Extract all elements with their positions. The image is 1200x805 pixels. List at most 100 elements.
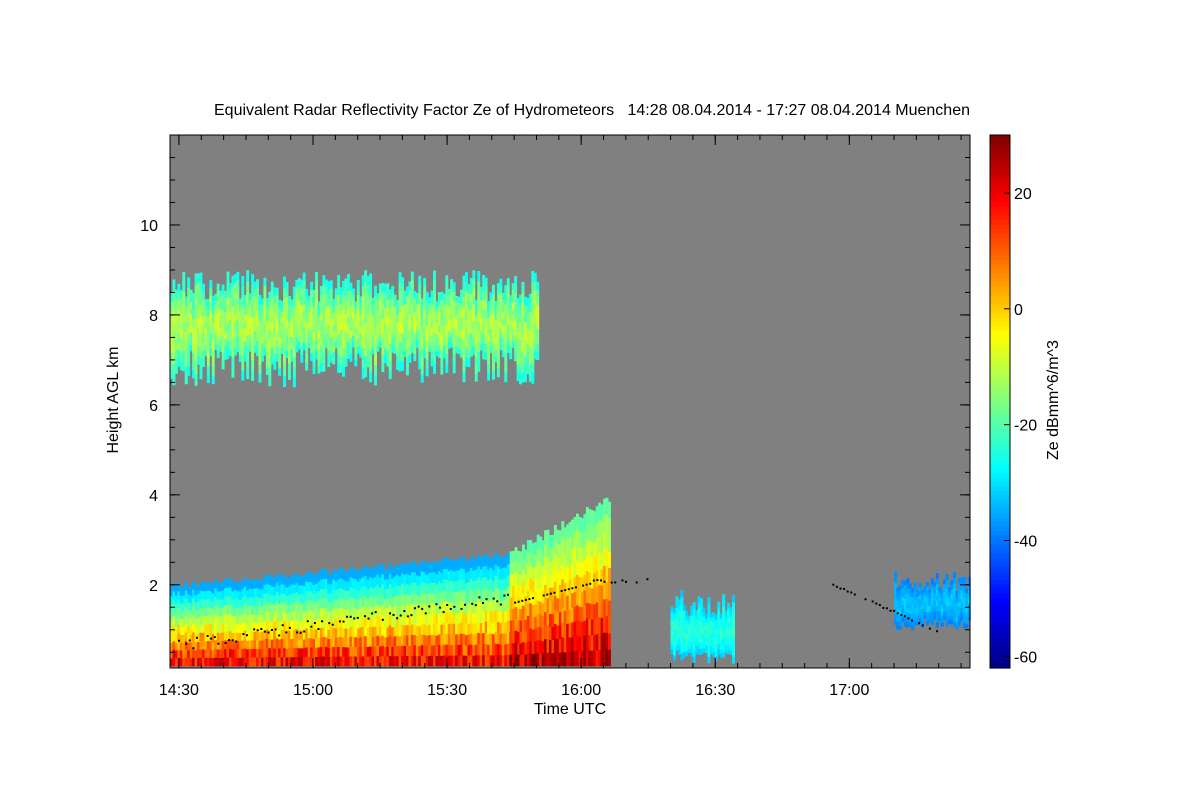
reflectivity-cell — [528, 355, 532, 365]
reflectivity-cell — [339, 338, 343, 348]
reflectivity-cell — [692, 650, 696, 657]
reflectivity-cell — [275, 647, 279, 657]
reflectivity-cell — [464, 655, 468, 667]
reflectivity-cell — [170, 588, 173, 597]
reflectivity-cell — [204, 304, 208, 311]
reflectivity-cell — [319, 608, 323, 619]
reflectivity-cell — [177, 349, 181, 359]
reflectivity-cell — [583, 559, 587, 576]
reflectivity-cell — [209, 287, 213, 296]
reflectivity-cell — [428, 634, 432, 646]
reflectivity-cell — [960, 594, 964, 600]
reflectivity-cell — [598, 551, 602, 569]
cloud-base-dot — [371, 612, 374, 615]
reflectivity-cell — [297, 313, 301, 322]
reflectivity-cell — [477, 321, 481, 332]
reflectivity-cell — [600, 633, 604, 651]
reflectivity-cell — [489, 292, 493, 299]
reflectivity-cell — [258, 312, 262, 322]
reflectivity-cell — [346, 307, 350, 317]
reflectivity-cell — [474, 348, 478, 358]
reflectivity-cell — [359, 569, 363, 580]
reflectivity-cell — [307, 342, 311, 349]
reflectivity-cell — [361, 337, 365, 349]
reflectivity-cell — [226, 630, 230, 641]
reflectivity-cell — [712, 616, 716, 622]
reflectivity-cell — [898, 589, 902, 595]
reflectivity-cell — [253, 657, 257, 667]
reflectivity-cell — [270, 339, 274, 348]
reflectivity-cell — [494, 598, 498, 610]
reflectivity-cell — [413, 339, 417, 348]
reflectivity-cell — [383, 339, 387, 348]
reflectivity-cell — [408, 625, 412, 636]
reflectivity-cell — [418, 340, 422, 351]
reflectivity-cell — [442, 600, 446, 613]
reflectivity-cell — [174, 610, 178, 620]
reflectivity-cell — [442, 644, 446, 656]
colorbar-segment — [990, 610, 1010, 616]
reflectivity-cell — [292, 629, 296, 640]
colorbar-segment — [990, 277, 1010, 283]
reflectivity-cell — [531, 338, 535, 351]
reflectivity-cell — [450, 279, 454, 287]
reflectivity-cell — [903, 580, 907, 586]
reflectivity-cell — [273, 303, 277, 313]
reflectivity-cell — [374, 345, 377, 356]
reflectivity-cell — [945, 600, 949, 606]
reflectivity-cell — [533, 350, 537, 360]
reflectivity-cell — [366, 294, 370, 304]
reflectivity-cell — [177, 333, 181, 343]
reflectivity-cell — [344, 287, 348, 297]
reflectivity-cell — [295, 323, 299, 331]
reflectivity-cell — [297, 320, 301, 329]
reflectivity-cell — [378, 334, 382, 342]
reflectivity-cell — [462, 317, 466, 330]
reflectivity-cell — [452, 623, 456, 635]
reflectivity-cell — [386, 568, 390, 579]
reflectivity-cell — [292, 296, 296, 308]
reflectivity-cell — [386, 636, 390, 647]
reflectivity-cell — [172, 640, 176, 650]
reflectivity-cell — [484, 610, 488, 622]
reflectivity-cell — [317, 358, 321, 367]
reflectivity-cell — [307, 581, 311, 592]
reflectivity-cell — [398, 331, 402, 342]
reflectivity-cell — [442, 568, 446, 580]
reflectivity-cell — [918, 594, 922, 600]
reflectivity-cell — [479, 590, 483, 602]
reflectivity-cell — [398, 625, 402, 637]
reflectivity-cell — [275, 619, 279, 630]
reflectivity-cell — [479, 293, 483, 301]
reflectivity-cell — [221, 352, 225, 362]
colorbar-segment — [990, 450, 1010, 456]
reflectivity-cell — [194, 306, 198, 319]
reflectivity-cell — [179, 337, 183, 347]
reflectivity-cell — [413, 325, 417, 334]
reflectivity-cell — [386, 578, 390, 589]
colorbar-segment — [990, 525, 1010, 531]
reflectivity-cell — [401, 655, 405, 667]
reflectivity-cell — [391, 285, 395, 293]
reflectivity-cell — [593, 542, 597, 559]
reflectivity-cell — [605, 531, 609, 549]
reflectivity-cell — [221, 590, 225, 600]
reflectivity-cell — [329, 647, 333, 658]
cloud-base-dot — [503, 594, 506, 597]
reflectivity-cell — [275, 656, 279, 667]
cloud-base-dot — [918, 622, 921, 625]
reflectivity-cell — [305, 609, 309, 620]
colorbar-segment — [990, 459, 1010, 465]
reflectivity-cell — [462, 307, 466, 319]
reflectivity-cell — [908, 592, 912, 597]
reflectivity-cell — [410, 592, 414, 604]
reflectivity-cell — [221, 606, 225, 616]
reflectivity-cell — [307, 300, 311, 307]
reflectivity-cell — [911, 608, 915, 614]
reflectivity-cell — [413, 655, 417, 667]
reflectivity-cell — [356, 338, 360, 347]
reflectivity-cell — [578, 636, 582, 652]
reflectivity-cell — [437, 350, 441, 358]
reflectivity-cell — [344, 278, 348, 288]
cloud-base-dot — [306, 620, 309, 623]
